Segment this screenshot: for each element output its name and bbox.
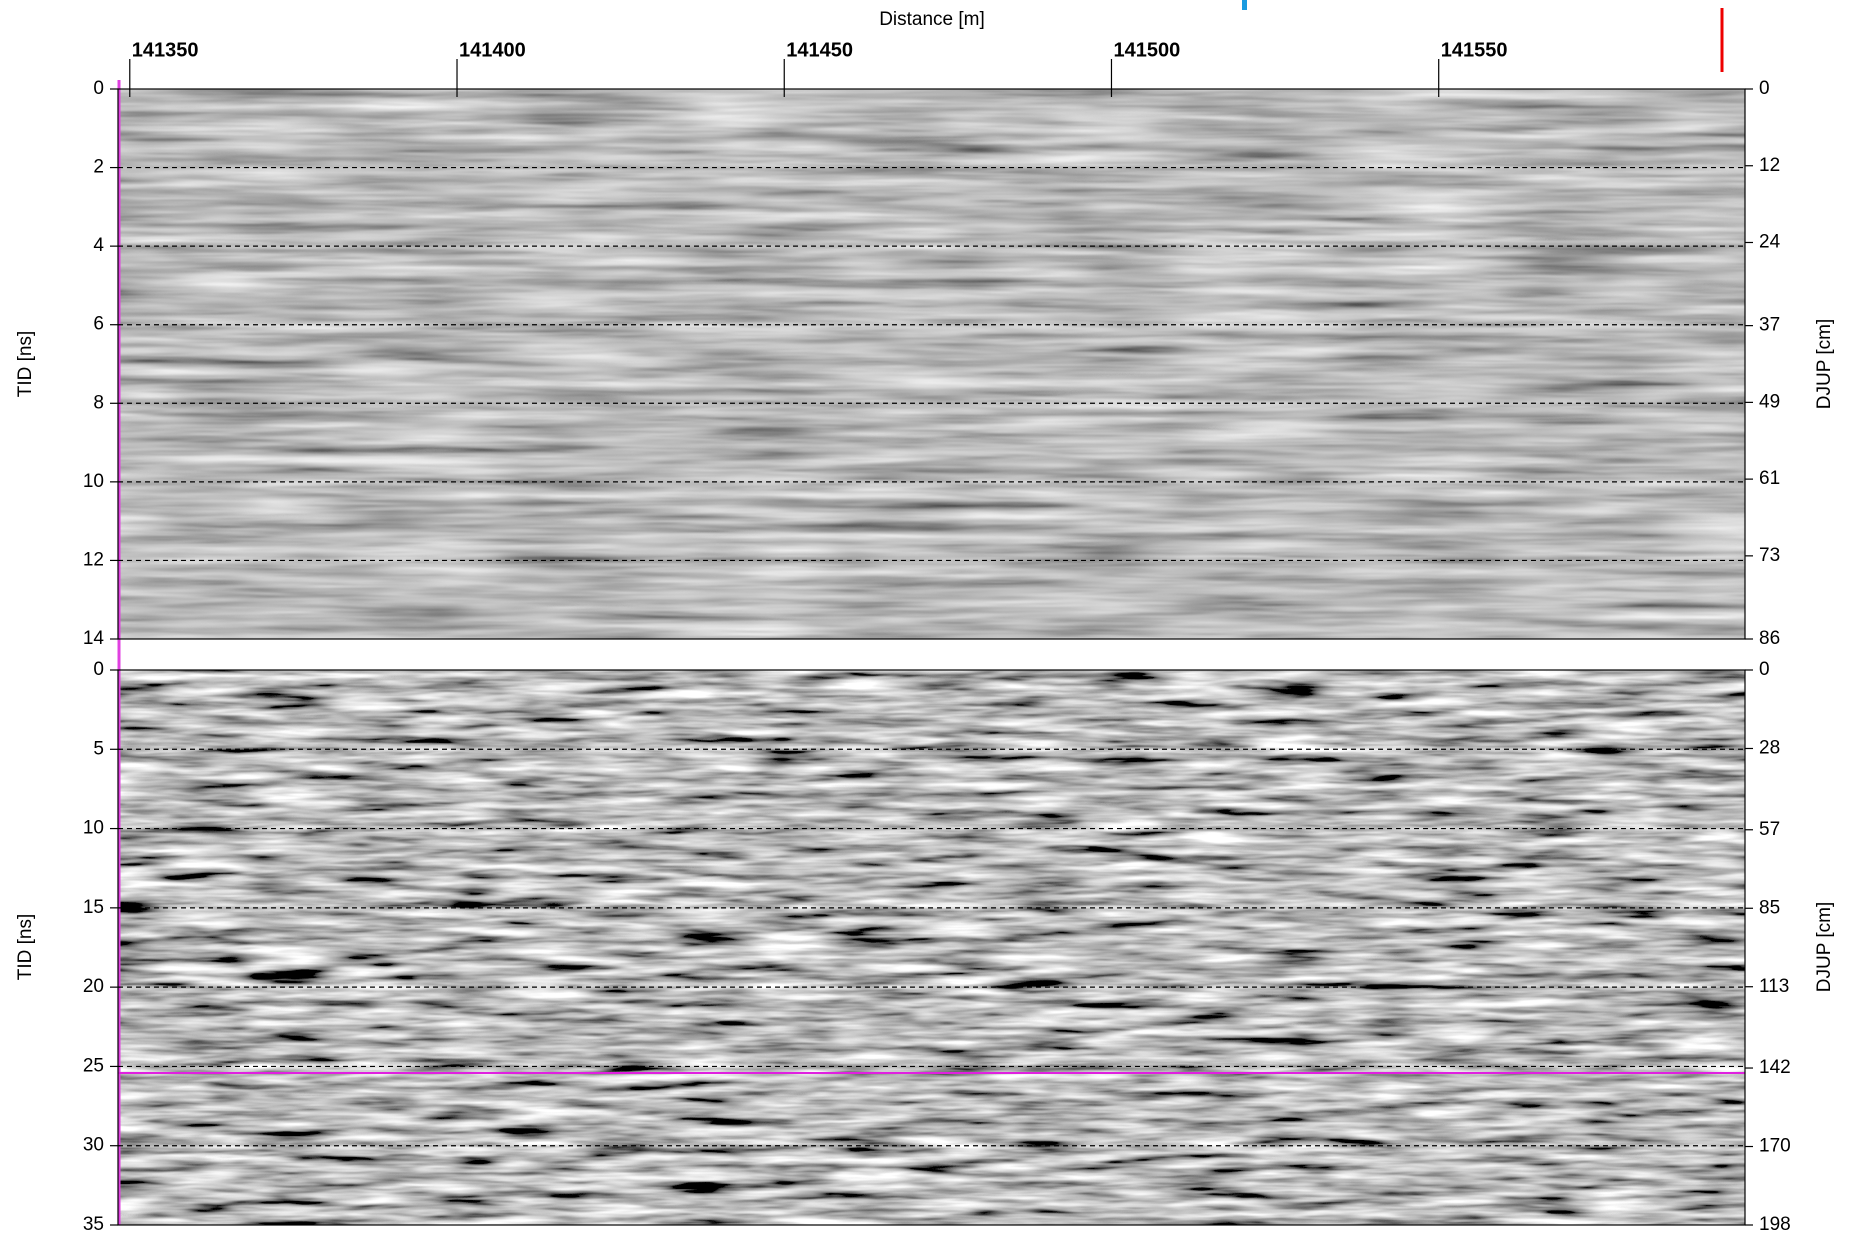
x-tick-label: 141550: [1441, 39, 1508, 61]
y-tick-label: 6: [93, 314, 104, 335]
x-axis-label: Distance [m]: [879, 9, 985, 30]
y-tick-label: 10: [83, 818, 104, 839]
y2-tick-label: 37: [1759, 315, 1780, 336]
y2-tick-label: 85: [1759, 897, 1780, 918]
y2-tick-label: 142: [1759, 1057, 1791, 1078]
y-axis-label: TID [ns]: [15, 331, 36, 398]
y2-tick-label: 57: [1759, 819, 1780, 840]
y2-tick-label: 113: [1759, 976, 1789, 997]
y2-tick-label: 24: [1759, 232, 1781, 253]
y-tick-label: 15: [83, 897, 104, 918]
x-tick-label: 141400: [459, 39, 526, 61]
y2-tick-label: 198: [1759, 1214, 1791, 1235]
y2-tick-label: 61: [1759, 468, 1780, 489]
y-tick-label: 10: [83, 471, 104, 492]
x-tick-label: 141450: [786, 39, 853, 61]
y2-axis-label: DJUP [cm]: [1814, 902, 1835, 992]
y-tick-label: 4: [93, 235, 104, 256]
y2-tick-label: 28: [1759, 738, 1780, 759]
y-tick-label: 25: [83, 1055, 104, 1076]
x-tick-label: 141500: [1113, 39, 1180, 61]
y-tick-label: 0: [93, 78, 104, 99]
y-tick-label: 14: [83, 628, 105, 649]
cursor-marker: [1242, 0, 1247, 10]
plot-frame: [117, 669, 1746, 1226]
y2-tick-label: 73: [1759, 545, 1780, 566]
y-axis-label: TID [ns]: [15, 914, 36, 981]
y2-axis-label: DJUP [cm]: [1814, 319, 1835, 409]
y2-tick-label: 49: [1759, 391, 1780, 412]
y-tick-label: 5: [93, 738, 104, 759]
radar-image: [118, 670, 1745, 1225]
y-tick-label: 0: [93, 659, 104, 680]
y-tick-label: 35: [83, 1214, 104, 1235]
y2-tick-label: 0: [1759, 78, 1770, 99]
y-tick-label: 20: [83, 976, 104, 997]
plot-frame: [117, 88, 1746, 640]
y2-tick-label: 12: [1759, 155, 1780, 176]
y-tick-label: 12: [83, 549, 104, 570]
y-tick-label: 2: [93, 157, 104, 178]
x-tick-label: 141350: [132, 39, 199, 61]
y-tick-label: 8: [93, 392, 104, 413]
y2-tick-label: 86: [1759, 628, 1780, 649]
y2-tick-label: 0: [1759, 659, 1770, 680]
y2-tick-label: 170: [1759, 1136, 1791, 1157]
radar-image: [118, 89, 1745, 639]
y-tick-label: 30: [83, 1135, 104, 1156]
